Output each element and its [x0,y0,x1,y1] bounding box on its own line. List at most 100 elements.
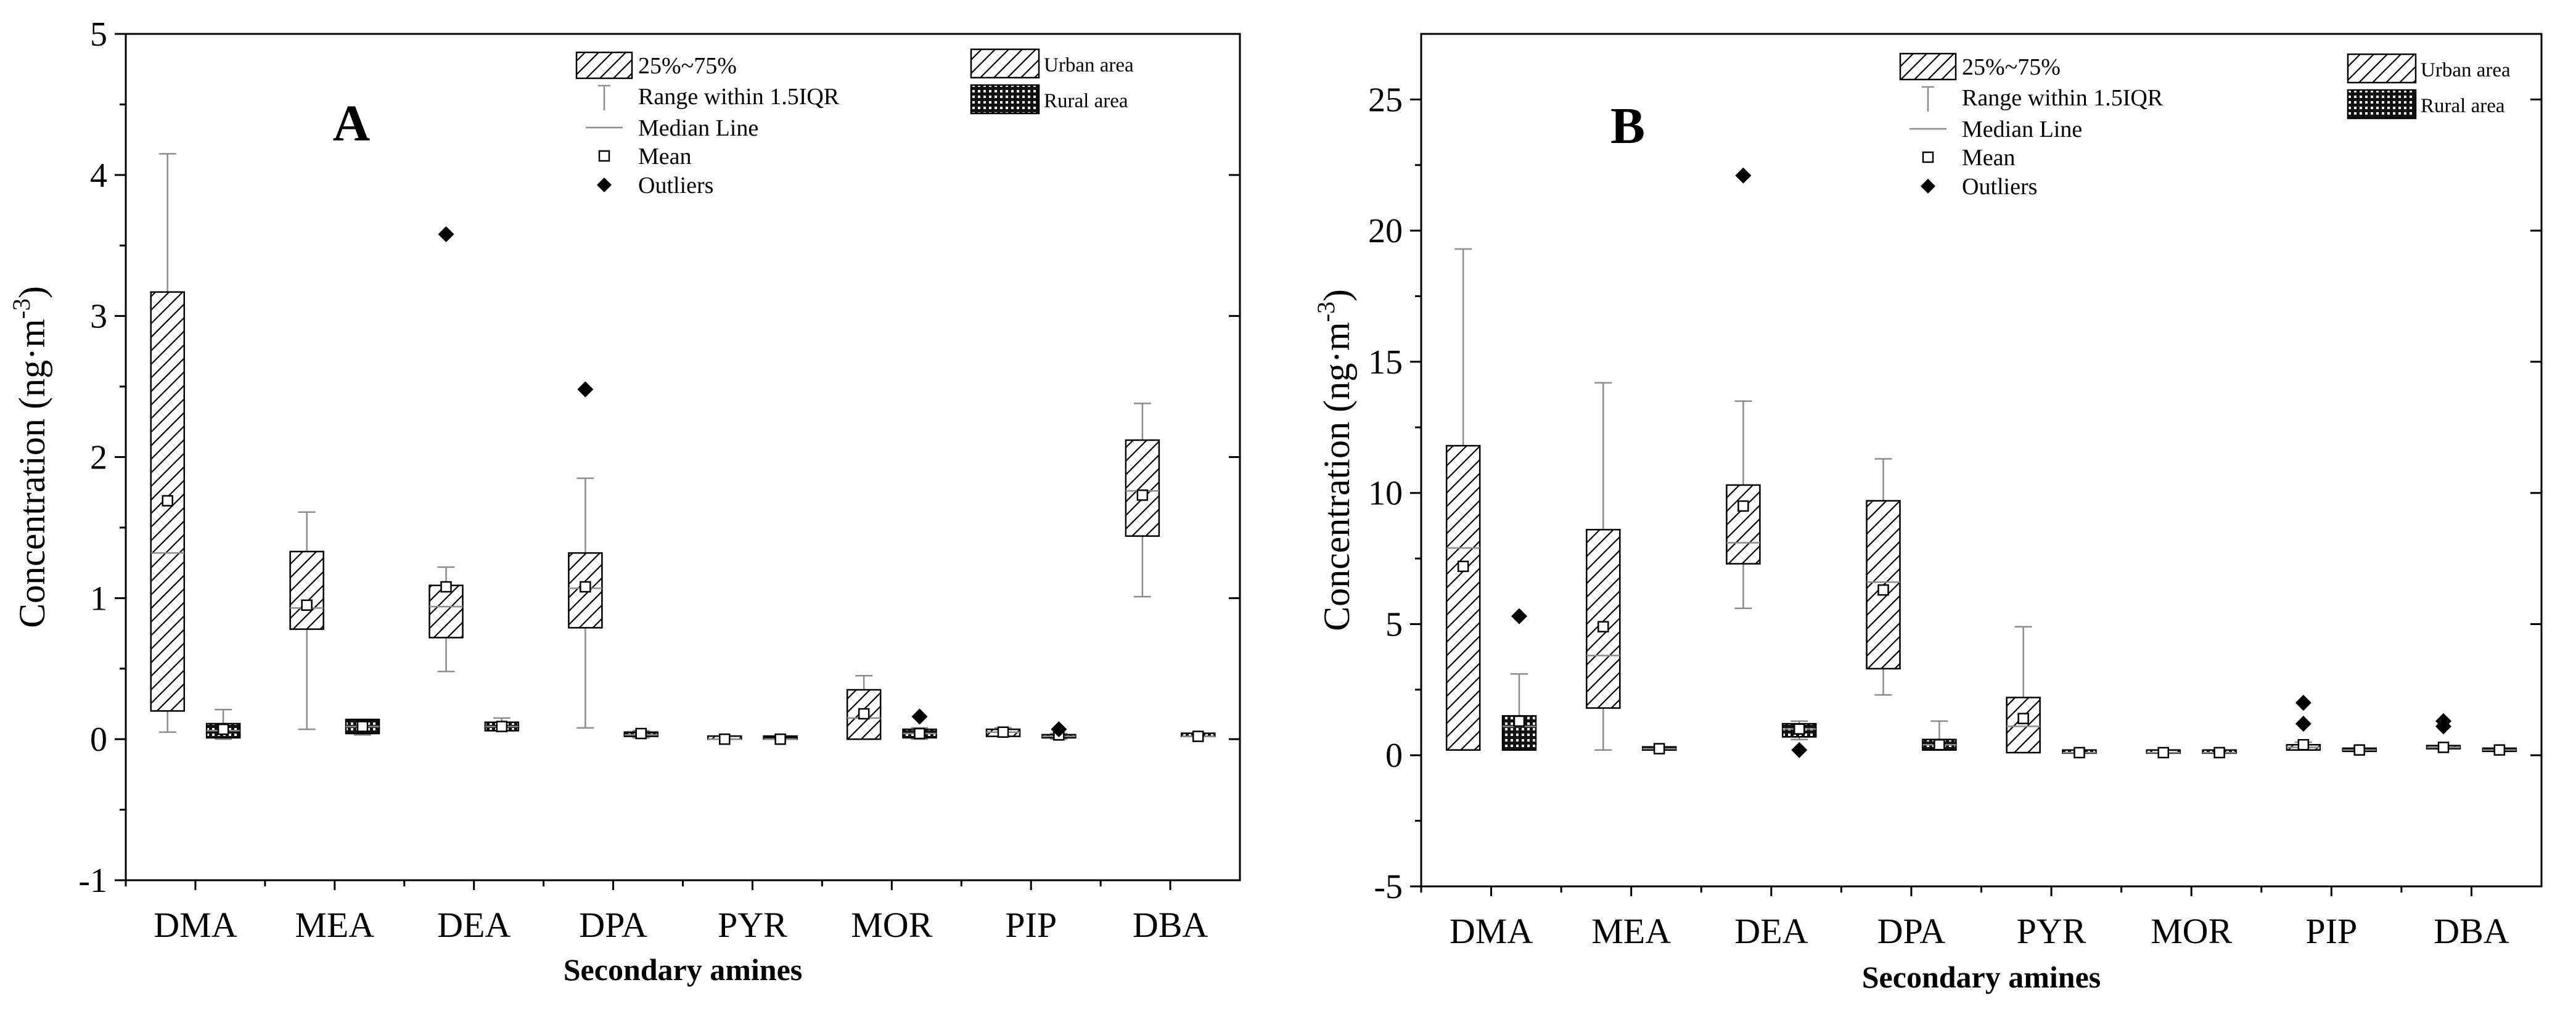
legend-range-label: Range within 1.5IQR [1962,85,2164,111]
box-urban-MOR [2146,746,2181,759]
x-category-PIP: PIP [2305,911,2357,951]
y-axis-title: Concentration (ng·m-3) [7,286,52,628]
box-rural-MEA [345,718,380,736]
y-axis-title-superscript: -3 [1312,301,1340,322]
box-rural-MOR [2202,746,2237,759]
x-axis-title: Secondary amines [1862,960,2101,994]
box-urban-PYR [2006,626,2041,754]
mean-marker [440,581,452,593]
box-rural-DPA [623,727,658,740]
panel-B: -5 0 5 10 15 20 25 Concentration (ng·m-3) DMA MEA… [1312,33,2543,994]
legend-outlier-marker [597,178,612,192]
box-urban-PYR [707,733,742,745]
outlier-point [2295,695,2311,711]
outlier-point [2295,716,2311,732]
x-category-DPA: DPA [579,905,647,945]
legend-urban-label: Urban area [2421,59,2511,81]
y-tick-label: 4 [90,157,107,195]
x-category-MEA: MEA [1591,911,1671,951]
legend-urban-swatch [2347,53,2417,84]
mean-marker [356,721,369,732]
mean-marker [2437,742,2450,753]
legend-mean-label: Mean [1962,145,2016,171]
y-tick-label: 5 [90,15,107,54]
mean-marker [2213,746,2225,759]
box-rural-PIP [1041,721,1077,741]
outlier-point [911,708,928,725]
y-axis-title: Concentration (ng·m-3) [1312,289,1357,631]
iqr-box [289,550,324,630]
mean-marker [858,708,870,720]
y-tick-label: 0 [1385,737,1403,775]
box-rural-MEA [1641,743,1677,754]
box-urban-DEA [429,226,464,672]
legend-outlier-marker [1921,179,1935,194]
x-axis-title: Secondary amines [564,952,803,987]
mean-marker [1192,730,1204,742]
box-urban-DPA [568,381,603,729]
y-tick-label: 25 [1368,81,1403,119]
legend-rural-swatch [2347,89,2417,120]
legend-mean-marker [598,150,610,162]
box-rural-DEA [1781,720,1817,758]
y-tick-label: 2 [90,439,107,477]
group-legend: Urban area Rural area [2347,53,2511,120]
y-axis-title-close: ) [1316,289,1357,301]
box-rural-DEA [484,717,520,732]
outlier-point [438,226,454,242]
legend-median-label: Median Line [638,115,758,141]
outlier-point [1511,608,1527,624]
box-rural-DBA [2482,744,2517,756]
x-category-MOR: MOR [851,905,932,945]
box-urban-MEA [1586,382,1621,751]
legend-rural-swatch [970,84,1040,115]
y-tick-label: -1 [78,862,107,900]
y-tick-label: -5 [1374,868,1403,906]
x-category-PYR: PYR [718,905,787,945]
mean-marker [2493,744,2506,756]
outlier-point [1791,742,1808,758]
iqr-box [429,584,464,639]
mean-marker [1513,715,1525,727]
mean-marker [301,599,313,611]
mean-marker [997,726,1009,738]
mean-marker [217,723,229,735]
mean-marker [1877,584,1889,596]
stats-legend: 25%~75% Range within 1.5IQR Median Line Mea… [1899,52,2164,200]
box-urban-DMA [150,153,186,733]
outlier-point [1051,721,1067,738]
legend-urban-swatch [970,48,1040,79]
outlier-point [577,381,594,398]
y-tick-label: 5 [1385,605,1403,644]
legend-median-label: Median Line [1962,117,2082,142]
iqr-box [1125,439,1160,537]
mean-marker [1457,560,1469,573]
mean-marker [162,495,174,507]
mean-marker [580,581,591,593]
y-axis-title-superscript: -3 [7,298,35,319]
mean-marker [1793,723,1805,735]
mean-marker [1737,500,1749,512]
legend-outlier-label: Outliers [638,173,713,198]
mean-marker [2353,744,2365,756]
box-urban-DBA [1125,403,1160,598]
legend-mean-label: Mean [638,144,692,170]
y-tick-label: 3 [90,298,107,336]
box-urban-DPA [1866,458,1901,696]
y-tick-label: 10 [1368,475,1403,513]
y-tick-label: 15 [1368,343,1403,382]
x-category-DPA: DPA [1877,911,1946,951]
mean-marker [2074,746,2085,759]
legend-outlier-label: Outliers [1962,174,2037,200]
box-rural-PYR [763,733,798,745]
legend-iqr-label: 25%~75% [1962,54,2061,80]
mean-marker [2157,746,2170,759]
mean-marker [1934,738,1945,751]
outlier-point [1735,167,1752,184]
x-category-PIP: PIP [1005,905,1057,945]
y-axis-title-close: ) [12,286,52,298]
legend-rural-label: Rural area [2421,95,2505,117]
group-legend: Urban area Rural area [970,48,1134,115]
